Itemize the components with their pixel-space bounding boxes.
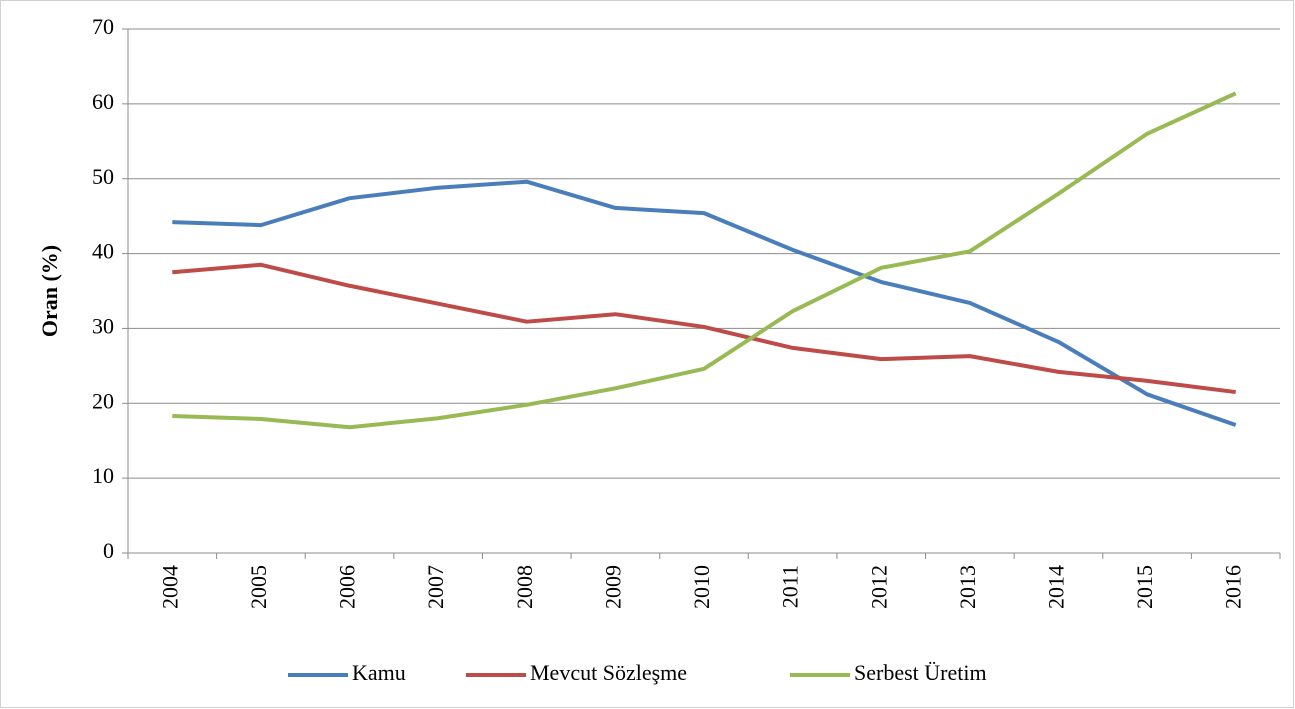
legend-label: Serbest Üretim	[854, 660, 987, 685]
y-tick-label: 70	[92, 14, 114, 39]
x-tick-label: 2016	[1221, 565, 1246, 609]
y-tick-label: 0	[103, 538, 114, 563]
legend-label: Mevcut Sözleşme	[530, 660, 687, 685]
series-line	[172, 91, 1237, 430]
x-tick-label: 2012	[866, 565, 891, 609]
x-tick-label: 2008	[512, 565, 537, 609]
y-axis-label: Oran (%)	[37, 245, 62, 337]
x-tick-label: 2004	[157, 565, 182, 609]
x-tick-label: 2011	[778, 565, 803, 608]
x-tick-label: 2006	[335, 565, 360, 609]
y-tick-label: 10	[92, 463, 114, 488]
x-tick-label: 2014	[1044, 565, 1069, 609]
x-tick-label: 2015	[1132, 565, 1157, 609]
y-tick-label: 20	[92, 388, 114, 413]
series-line	[172, 262, 1236, 395]
y-tick-label: 30	[92, 313, 114, 338]
y-tick-label: 40	[92, 239, 114, 264]
series-line	[172, 179, 1237, 427]
legend-label: Kamu	[352, 660, 406, 685]
x-tick-label: 2010	[689, 565, 714, 609]
x-tick-label: 2005	[246, 565, 271, 609]
x-tick-label: 2009	[600, 565, 625, 609]
x-tick-label: 2013	[955, 565, 980, 609]
y-tick-label: 50	[92, 164, 114, 189]
x-tick-label: 2007	[423, 565, 448, 609]
y-tick-label: 60	[92, 89, 114, 114]
